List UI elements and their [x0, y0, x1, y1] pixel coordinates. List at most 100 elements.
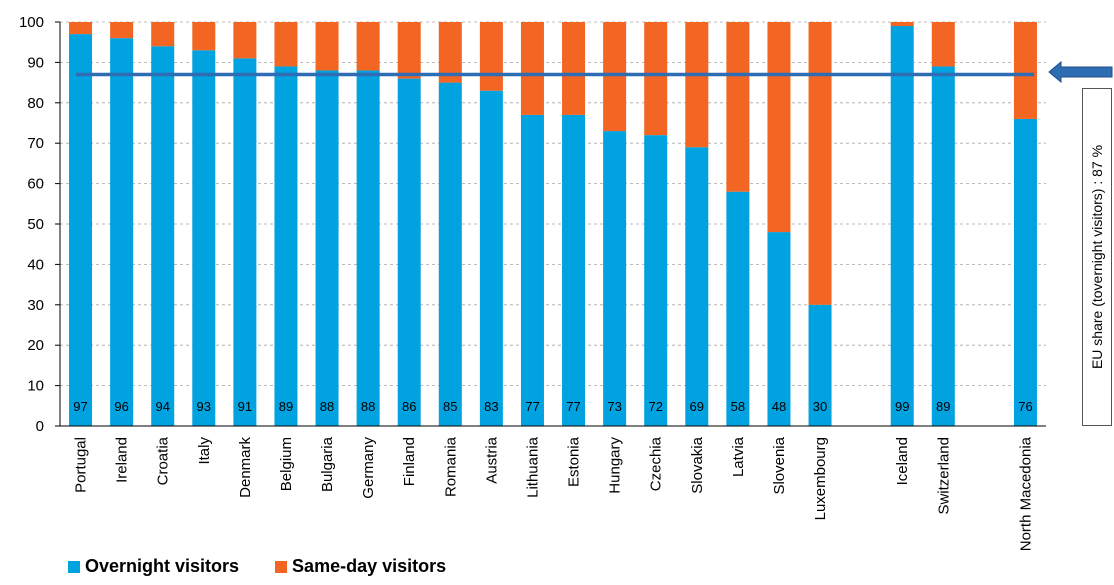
bar-overnight: [69, 34, 93, 427]
data-label: 83: [484, 399, 498, 414]
data-label: 30: [813, 399, 827, 414]
bar-overnight: [603, 131, 627, 426]
y-tick-label: 90: [27, 54, 44, 71]
data-label: 96: [114, 399, 128, 414]
bar-same-day: [685, 22, 709, 148]
x-tick-label: Ireland: [114, 437, 131, 483]
data-label: 97: [73, 399, 87, 414]
data-label: 72: [648, 399, 662, 414]
x-tick-label: Czechia: [648, 436, 665, 491]
bar-same-day: [479, 22, 503, 91]
x-tick-label: Germany: [360, 437, 377, 499]
bar-overnight: [356, 70, 380, 426]
x-tick-label: Lithuania: [524, 436, 541, 498]
data-label: 86: [402, 399, 416, 414]
x-tick-label: Hungary: [607, 437, 624, 494]
x-tick-label: Croatia: [155, 436, 172, 485]
data-label: 77: [566, 399, 580, 414]
bar-same-day: [110, 22, 134, 39]
bar-overnight: [397, 78, 421, 426]
bar-same-day: [315, 22, 339, 71]
x-tick-labels: Portugal Ireland Croatia Italy Denmark Belgiu…: [73, 436, 1035, 551]
legend-label-overnight: Overnight visitors: [85, 556, 240, 576]
bar-overnight: [562, 114, 586, 427]
data-label: 58: [731, 399, 745, 414]
axes: [55, 21, 1046, 427]
x-tick-label: Belgium: [278, 437, 295, 491]
legend-swatch-overnight: [68, 560, 80, 573]
bar-same-day: [603, 22, 627, 132]
x-tick-label: Slovenia: [771, 436, 788, 494]
data-label: 69: [690, 399, 704, 414]
bar-overnight: [315, 70, 339, 426]
x-tick-label: Iceland: [894, 437, 911, 485]
bar-overnight: [233, 58, 257, 427]
bar-same-day: [808, 22, 832, 305]
bar-overnight: [274, 66, 298, 426]
data-label: 99: [895, 399, 909, 414]
data-label: 89: [279, 399, 293, 414]
bar-overnight: [767, 232, 791, 426]
x-tick-label: Switzerland: [935, 437, 952, 515]
bar-overnight: [192, 50, 216, 426]
x-tick-label: Bulgaria: [319, 436, 336, 492]
legend-item-overnight: Overnight visitors: [68, 556, 239, 577]
bar-same-day: [644, 22, 668, 136]
y-tick-labels: 0 10 20 30 40 50 60 70 80 90 100: [19, 14, 44, 435]
data-label: 48: [772, 399, 786, 414]
y-tick-label: 50: [27, 216, 44, 233]
data-labels: 97 96 94 93 91 89 88 88 86 85 83 77 77 73 72 69 58 48 30 99…: [73, 399, 1032, 414]
x-tick-label: Finland: [401, 437, 418, 486]
bar-overnight: [151, 46, 175, 427]
y-tick-label: 10: [27, 378, 44, 395]
bar-overnight: [110, 38, 134, 426]
data-label: 85: [443, 399, 457, 414]
legend-label-same-day: Same-day visitors: [292, 556, 447, 576]
x-tick-label: North Macedonia: [1017, 436, 1034, 551]
bars: [69, 22, 1037, 427]
data-label: 88: [320, 399, 334, 414]
data-label: 77: [525, 399, 539, 414]
y-tick-label: 70: [27, 135, 44, 152]
bar-overnight: [644, 135, 668, 426]
legend: Overnight visitors Same-day visitors: [68, 556, 482, 577]
y-tick-label: 20: [27, 337, 44, 354]
bar-same-day: [192, 22, 216, 51]
x-tick-label: Denmark: [237, 437, 254, 498]
bar-overnight: [479, 90, 503, 427]
eu-share-box: EU share (tovernight visitors) : 87 %: [1082, 88, 1112, 426]
bar-same-day: [233, 22, 257, 59]
reference-arrow-icon: [1048, 60, 1113, 84]
x-tick-label: Latvia: [730, 436, 747, 477]
y-tick-label: 80: [27, 95, 44, 112]
y-tick-label: 100: [19, 14, 44, 31]
bar-same-day: [69, 22, 93, 35]
x-tick-label: Austria: [483, 436, 500, 483]
data-label: 93: [197, 399, 211, 414]
x-tick-label: Estonia: [566, 436, 583, 487]
eu-share-label: EU share (tovernight visitors) : 87 %: [1089, 144, 1105, 370]
bar-overnight: [726, 191, 750, 426]
y-tick-label: 30: [27, 297, 44, 314]
data-label: 88: [361, 399, 375, 414]
bar-same-day: [151, 22, 175, 47]
bar-same-day: [1013, 22, 1037, 119]
bar-overnight: [931, 66, 955, 426]
bar-same-day: [438, 22, 462, 83]
bar-overnight: [1013, 118, 1037, 427]
bar-overnight: [685, 147, 709, 427]
bar-overnight: [808, 304, 832, 426]
y-tick-label: 60: [27, 176, 44, 193]
bar-same-day: [356, 22, 380, 71]
bar-same-day: [562, 22, 586, 115]
bar-same-day: [397, 22, 421, 79]
data-label: 94: [155, 399, 169, 414]
bar-overnight: [438, 82, 462, 426]
bar-same-day: [890, 22, 914, 27]
bar-same-day: [767, 22, 791, 233]
x-tick-label: Slovakia: [689, 436, 706, 493]
legend-item-same-day: Same-day visitors: [275, 556, 446, 577]
data-label: 89: [936, 399, 950, 414]
data-label: 73: [607, 399, 621, 414]
bar-same-day: [274, 22, 298, 67]
